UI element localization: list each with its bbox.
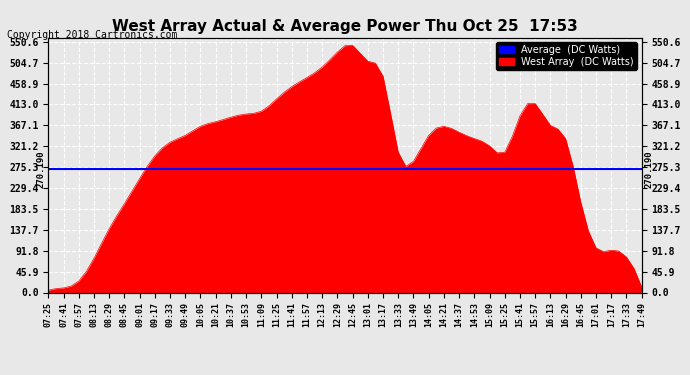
Text: 270.190: 270.190	[644, 151, 653, 188]
Legend: Average  (DC Watts), West Array  (DC Watts): Average (DC Watts), West Array (DC Watts…	[496, 42, 637, 70]
Title: West Array Actual & Average Power Thu Oct 25  17:53: West Array Actual & Average Power Thu Oc…	[112, 18, 578, 33]
Text: Copyright 2018 Cartronics.com: Copyright 2018 Cartronics.com	[7, 30, 177, 39]
Text: 270.190: 270.190	[37, 151, 46, 188]
